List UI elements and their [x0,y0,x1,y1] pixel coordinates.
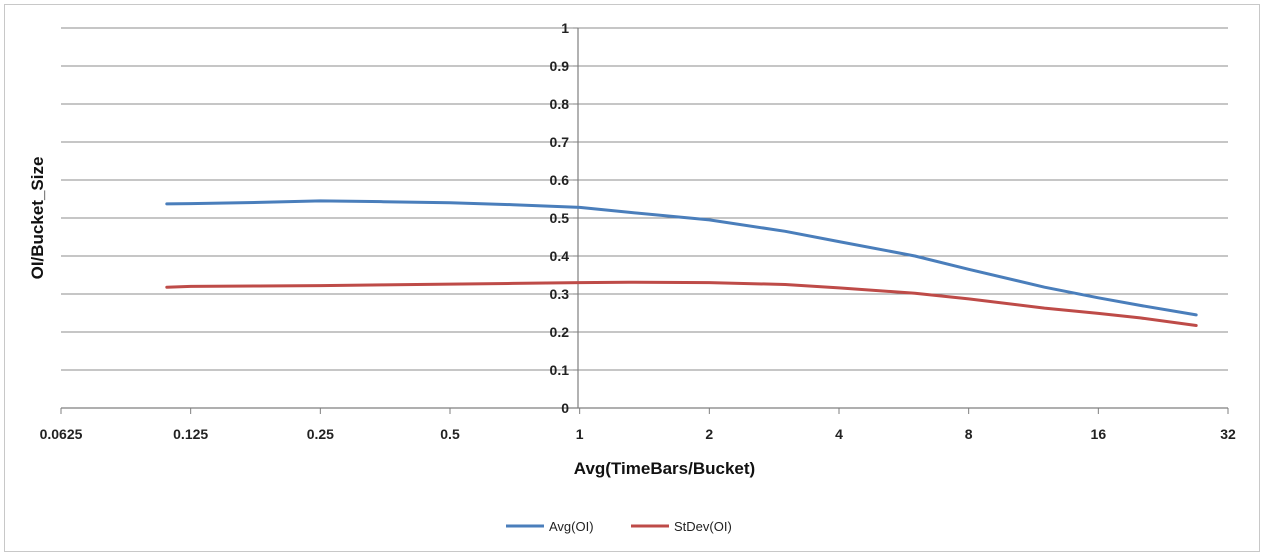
y-tick-label: 0.9 [550,58,570,74]
y-tick-label: 0.1 [550,362,570,378]
y-tick-label: 0.4 [550,248,570,264]
y-axis-title: OI/Bucket_Size [28,157,47,280]
chart-frame [4,4,1260,552]
x-tick-label: 32 [1220,426,1236,442]
x-tick-label: 4 [835,426,843,442]
x-tick-label: 0.25 [307,426,334,442]
y-tick-label: 0.5 [550,210,570,226]
y-tick-label: 0.3 [550,286,570,302]
x-tick-label: 0.125 [173,426,208,442]
x-tick-label: 8 [965,426,973,442]
legend-label: StDev(OI) [674,519,732,534]
x-tick-label: 16 [1091,426,1107,442]
legend-label: Avg(OI) [549,519,594,534]
x-tick-label: 0.5 [440,426,460,442]
series-line-stdev-oi [165,280,1198,327]
x-tick-label: 1 [576,426,584,442]
y-tick-label: 0.6 [550,172,570,188]
y-tick-label: 0.7 [550,134,570,150]
y-tick-label: 0 [561,400,569,416]
y-tick-label: 1 [561,20,569,36]
y-tick-label: 0.8 [550,96,570,112]
x-tick-label: 2 [705,426,713,442]
x-tick-label: 0.0625 [40,426,83,442]
series-line-avg-oi [165,199,1198,317]
x-axis-title: Avg(TimeBars/Bucket) [574,459,755,478]
y-tick-label: 0.2 [550,324,570,340]
